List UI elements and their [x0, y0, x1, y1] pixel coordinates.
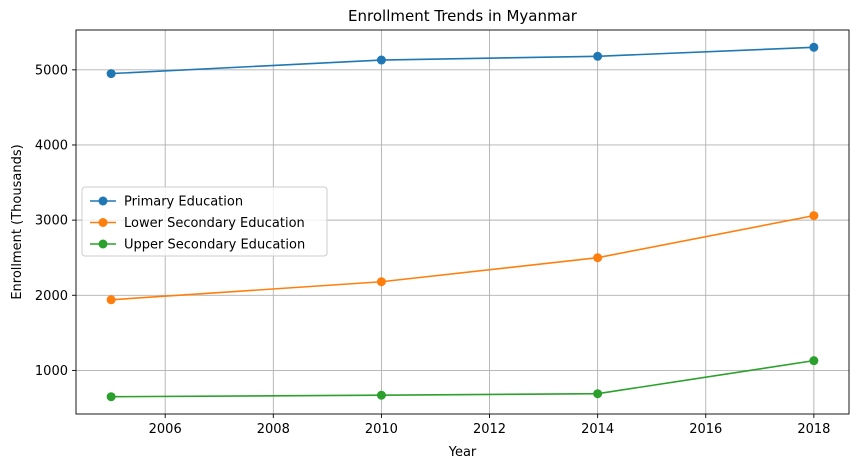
data-point [106, 295, 116, 305]
data-point [593, 389, 603, 399]
y-axis-label: Enrollment (Thousands) [10, 144, 25, 299]
data-point [376, 277, 386, 287]
x-tick-label: 2018 [797, 422, 830, 437]
y-tick-label: 2000 [35, 289, 68, 304]
plot-frame [75, 29, 850, 415]
series-line [111, 214, 815, 301]
y-tick-label: 1000 [35, 364, 68, 379]
y-axis: 1000 2000 3000 4000 5000 [35, 63, 76, 379]
legend-label: Lower Secondary Education [124, 216, 305, 231]
data-point [106, 69, 116, 79]
data-point [809, 356, 819, 366]
legend-marker [98, 239, 108, 249]
legend-label: Upper Secondary Education [124, 238, 305, 253]
grid-lines [76, 30, 849, 414]
data-point [809, 211, 819, 221]
legend-label: Primary Education [124, 195, 243, 210]
y-tick-label: 4000 [35, 138, 68, 153]
series-group [106, 211, 819, 305]
x-tick-label: 2006 [149, 422, 182, 437]
legend-marker [98, 196, 108, 206]
data-point [593, 51, 603, 61]
series-group [106, 356, 819, 402]
x-tick-label: 2008 [257, 422, 290, 437]
series-line [111, 359, 814, 398]
chart-title: Enrollment Trends in Myanmar [348, 7, 578, 25]
series-layer [106, 42, 819, 402]
data-point [376, 55, 386, 65]
legend-marker [98, 218, 108, 227]
data-point [809, 42, 819, 52]
x-tick-label: 2016 [689, 422, 722, 437]
series-group [106, 42, 819, 79]
x-axis-label: Year [448, 445, 477, 460]
series-line [111, 46, 814, 75]
x-tick-label: 2014 [581, 422, 614, 437]
y-tick-label: 5000 [35, 63, 68, 78]
data-point [106, 392, 116, 402]
x-tick-label: 2010 [365, 422, 398, 437]
x-axis: 2006 2008 2010 2012 2014 2016 2018 [149, 414, 830, 437]
data-point [376, 390, 386, 400]
x-tick-label: 2012 [473, 422, 506, 437]
legend: Primary Education Lower Secondary Educati… [81, 186, 328, 257]
legend-box [81, 186, 328, 257]
y-tick-label: 3000 [35, 214, 68, 229]
data-point [593, 253, 603, 263]
